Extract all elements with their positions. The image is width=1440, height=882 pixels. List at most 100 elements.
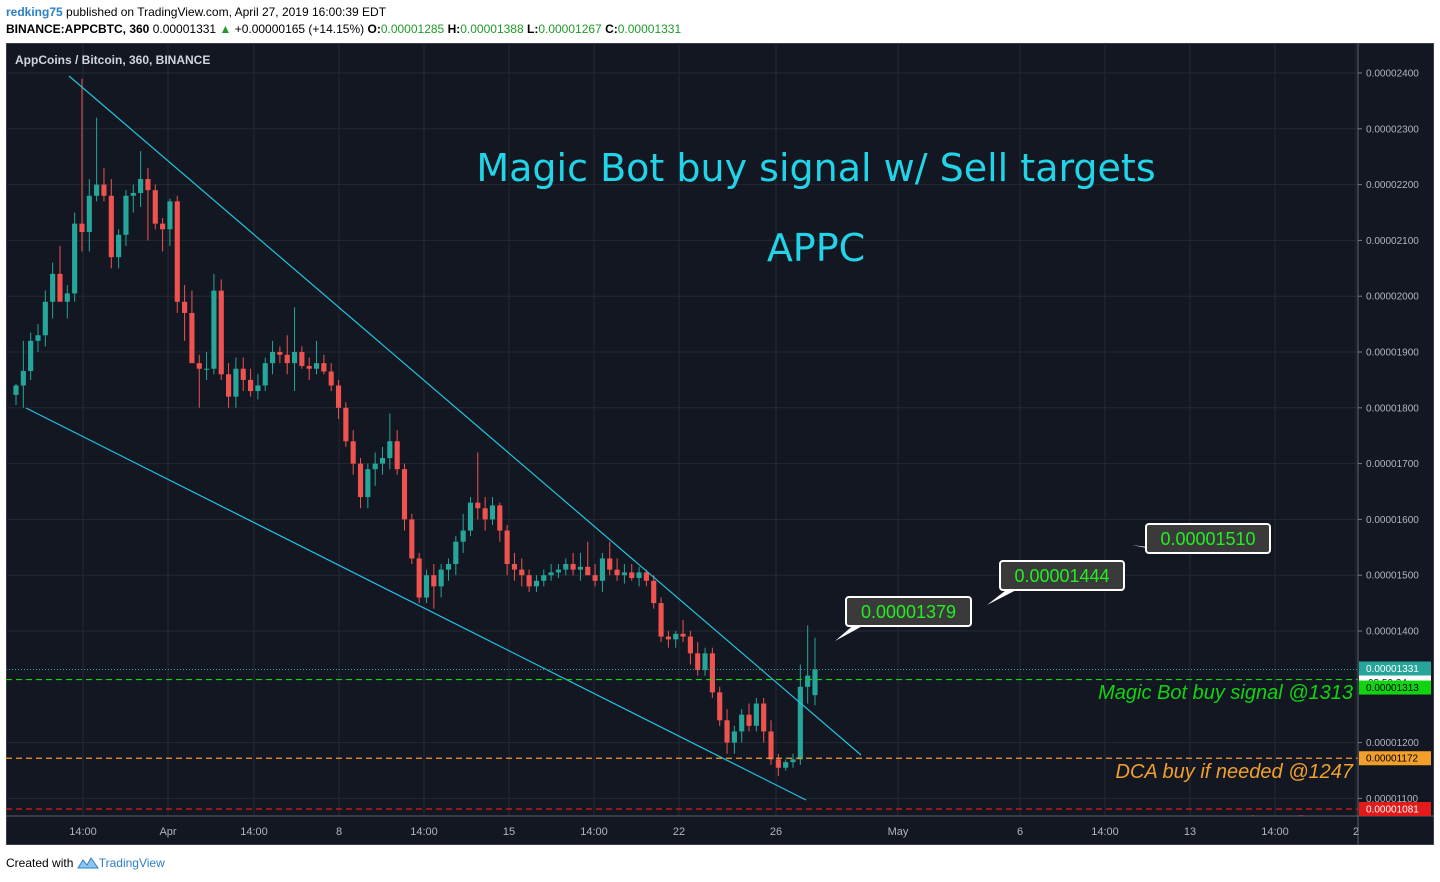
- current-price-tag: 0.00001331: [1359, 661, 1431, 676]
- candle: [453, 536, 459, 576]
- candle-body: [42, 301, 48, 336]
- candle-body: [248, 379, 254, 392]
- candle-body: [651, 580, 657, 604]
- x-tick-label: 14:00: [1091, 826, 1119, 838]
- candle-body: [357, 463, 364, 498]
- candle: [431, 564, 437, 609]
- price-tag-bg: [1359, 680, 1431, 695]
- candle-body: [394, 441, 400, 470]
- candle-body: [79, 223, 85, 233]
- candle-body: [409, 519, 415, 559]
- candle-body: [665, 636, 671, 640]
- candle-body: [28, 340, 34, 371]
- candle-body: [255, 385, 261, 392]
- candle: [636, 566, 642, 587]
- x-tick-label: 14:00: [580, 826, 608, 838]
- candle: [167, 198, 173, 246]
- candle: [563, 558, 569, 576]
- candle-body: [240, 368, 246, 380]
- candle: [86, 179, 92, 252]
- candle-body: [702, 653, 708, 671]
- callout-box: [1145, 523, 1271, 554]
- ohlc-line: BINANCE:APPCBTC, 360 0.00001331 ▲ +0.000…: [6, 22, 681, 36]
- callout-box: [845, 596, 972, 627]
- low-value: 0.00001267: [538, 22, 602, 36]
- candle-body: [423, 575, 430, 598]
- candle-body: [343, 407, 349, 442]
- candle: [475, 452, 481, 520]
- candle: [50, 262, 56, 319]
- candle-body: [504, 530, 510, 565]
- candle-body: [695, 653, 701, 671]
- candle-body: [739, 714, 745, 732]
- x-tick-label: 8: [336, 826, 342, 838]
- candle-body: [453, 541, 459, 565]
- candle: [94, 117, 100, 202]
- candle-body: [130, 192, 136, 196]
- sell-target-value: 0.00001444: [1014, 566, 1109, 586]
- candle-body: [607, 558, 613, 570]
- y-tick-label: 0.00002300: [1366, 124, 1419, 135]
- candle-body: [108, 195, 114, 258]
- candle-body: [636, 572, 642, 578]
- candle: [680, 619, 686, 643]
- candle-body: [761, 703, 767, 732]
- candle: [248, 368, 254, 397]
- candle-body: [585, 566, 591, 576]
- y-tick-label: 0.00002100: [1366, 236, 1419, 247]
- price-change: +0.00000165 (+14.15%): [234, 22, 365, 36]
- candle: [152, 184, 158, 230]
- candle: [599, 552, 605, 592]
- candle-body: [226, 374, 232, 397]
- candle-body: [174, 201, 180, 302]
- candle: [372, 452, 378, 486]
- candle: [284, 335, 290, 375]
- candle-body: [401, 469, 408, 520]
- candle: [72, 212, 78, 302]
- tradingview-brand[interactable]: TradingView: [98, 856, 165, 870]
- x-tick-label: 14:00: [69, 826, 97, 838]
- footer: Created with TradingView: [6, 856, 165, 870]
- candle: [739, 709, 745, 743]
- candle-body: [306, 365, 312, 369]
- candle-body: [790, 759, 796, 763]
- y-tick-label: 0.00001900: [1366, 348, 1419, 359]
- candle: [702, 647, 708, 676]
- x-tick-label: 13: [1184, 826, 1196, 838]
- price-chart[interactable]: Magic Bot buy signal @1313 DCA buy if nee…: [6, 43, 1434, 845]
- author-name[interactable]: redking75: [6, 5, 63, 19]
- y-tick-label: 0.00002000: [1366, 292, 1419, 303]
- x-tick-label: 14:00: [240, 826, 268, 838]
- candle: [130, 184, 136, 213]
- candle-body: [64, 293, 70, 302]
- candle: [658, 597, 664, 643]
- candle: [328, 363, 334, 392]
- candle: [116, 229, 122, 269]
- candle: [108, 179, 114, 269]
- candle: [365, 463, 371, 509]
- candle: [226, 363, 232, 408]
- candle: [394, 430, 400, 475]
- candle: [343, 402, 349, 447]
- candle: [416, 552, 422, 604]
- candle-body: [101, 184, 107, 196]
- candle: [204, 352, 210, 380]
- ticker-annotation: APPC: [767, 226, 865, 270]
- candle: [262, 357, 268, 392]
- tradingview-logo-icon: [76, 857, 99, 869]
- candle-body: [680, 633, 686, 637]
- y-tick-label: 0.00001500: [1366, 571, 1419, 582]
- price-tag-text: 0.00001331: [1366, 664, 1419, 675]
- candle: [379, 446, 386, 475]
- candle-body: [269, 352, 276, 364]
- candle-body: [621, 572, 627, 576]
- candle: [783, 759, 789, 771]
- candle-body: [783, 762, 789, 768]
- candle: [335, 379, 342, 419]
- candle-body: [277, 352, 283, 355]
- candle: [123, 190, 129, 246]
- y-tick-label: 0.00001100: [1366, 794, 1419, 805]
- candle: [28, 332, 34, 380]
- candle: [211, 273, 217, 375]
- candle-body: [72, 223, 78, 294]
